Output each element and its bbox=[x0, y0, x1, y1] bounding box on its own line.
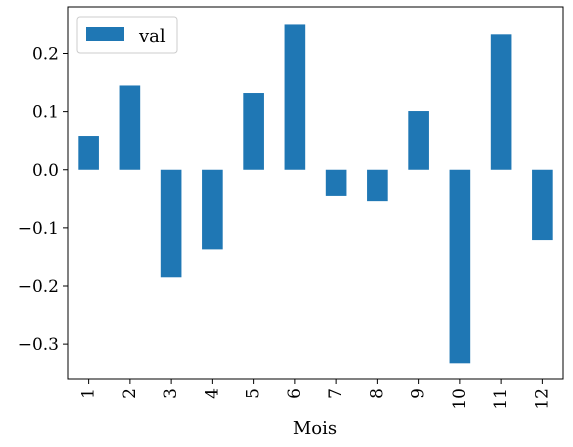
x-tick-label: 7 bbox=[326, 388, 346, 399]
x-tick-label: 8 bbox=[367, 388, 387, 399]
y-tick-label: −0.2 bbox=[18, 277, 59, 297]
x-tick-label: 5 bbox=[244, 388, 264, 399]
bar-month-5 bbox=[243, 93, 264, 170]
x-tick-label: 4 bbox=[202, 388, 222, 399]
y-tick-label: 0.2 bbox=[32, 45, 59, 65]
bars-layer bbox=[78, 24, 553, 364]
x-tick-label: 11 bbox=[491, 388, 511, 410]
legend-swatch bbox=[86, 27, 124, 41]
bar-month-1 bbox=[78, 136, 99, 170]
x-axis: 1 2 3 4 5 6 7 8 9 10 11 12 bbox=[79, 379, 552, 410]
legend-box bbox=[76, 16, 178, 54]
x-axis-title: Mois bbox=[293, 418, 337, 439]
x-tick-label: 6 bbox=[285, 388, 305, 399]
plot-frame bbox=[67, 6, 564, 380]
x-tick-label: 3 bbox=[161, 388, 181, 399]
x-tick-label: 10 bbox=[450, 388, 470, 410]
y-tick-label: −0.3 bbox=[18, 335, 59, 355]
bar-month-8 bbox=[367, 169, 388, 202]
legend: val bbox=[76, 16, 178, 54]
y-tick-label: 0.0 bbox=[32, 161, 59, 181]
legend-label: val bbox=[138, 26, 166, 47]
bar-month-2 bbox=[119, 85, 141, 170]
bar-month-10 bbox=[449, 169, 471, 364]
x-tick-label: 1 bbox=[79, 388, 99, 399]
y-tick-label: −0.1 bbox=[18, 219, 59, 239]
bar-month-9 bbox=[408, 111, 429, 170]
x-tick-label: 9 bbox=[409, 388, 429, 399]
bar-month-6 bbox=[284, 24, 306, 170]
bar-month-11 bbox=[490, 34, 512, 170]
bar-month-7 bbox=[325, 169, 347, 196]
y-tick-label: 0.1 bbox=[32, 103, 59, 123]
bar-month-12 bbox=[532, 169, 553, 241]
x-tick-label: 2 bbox=[120, 388, 140, 399]
bar-month-4 bbox=[202, 169, 223, 250]
bar-month-3 bbox=[160, 169, 182, 278]
x-tick-label: 12 bbox=[532, 388, 552, 410]
y-axis: −0.3 −0.2 −0.1 0.0 0.1 0.2 bbox=[18, 45, 68, 355]
